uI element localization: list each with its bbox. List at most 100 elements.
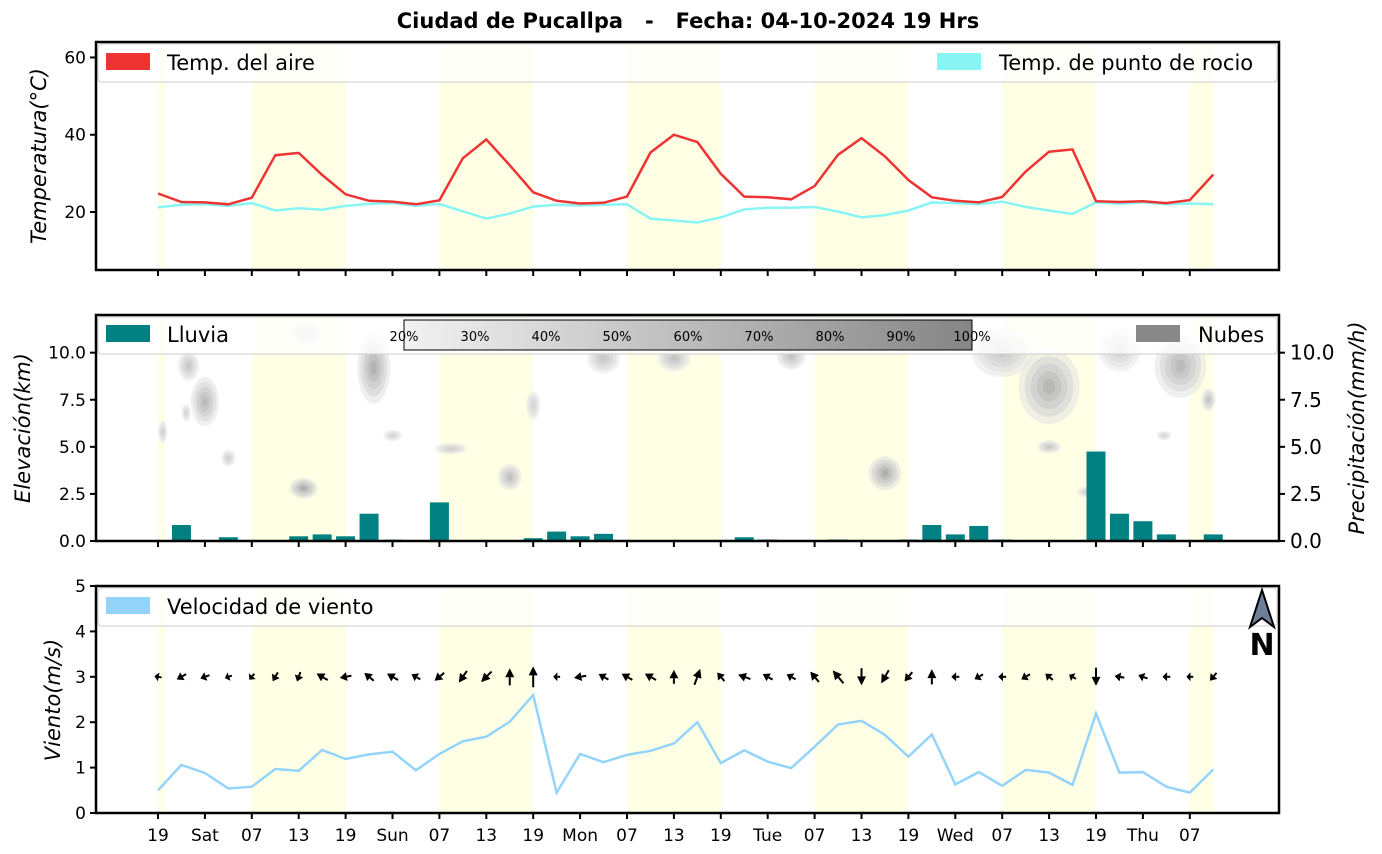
wind-arrow — [1138, 672, 1148, 682]
rain-bar — [1203, 534, 1223, 541]
wind-arrow — [951, 672, 960, 682]
wind-arrow — [904, 671, 914, 682]
wind-arrow-head — [294, 674, 304, 682]
y-tick-label: 2 — [75, 713, 86, 733]
temperature-panel: 20 40 60 Temperatura(°C) Temp. del aire Te… — [27, 40, 1281, 276]
cloud-contour — [185, 411, 188, 415]
wind-legend: Velocidad de viento — [97, 587, 1278, 627]
precipitation-x-ticks — [157, 541, 1191, 547]
cloud-colorbar: 20% 30% 40% 50% 60% 70% 80% 90% 100% — [390, 319, 991, 351]
wind-arrow — [974, 672, 984, 681]
wind-arrow — [505, 668, 515, 686]
y-tick-label: 7.5 — [59, 391, 86, 411]
wind-arrow-head — [881, 673, 890, 684]
wind-arrow-head — [738, 673, 748, 682]
y-tick-label: 5.0 — [59, 438, 86, 458]
daylight-band — [1189, 586, 1214, 813]
wind-arrow-head — [339, 672, 348, 682]
wind-arrow-shaft — [1026, 673, 1031, 678]
x-tick-label: 07 — [616, 826, 638, 846]
colorbar-label: 100% — [953, 330, 990, 345]
wind-arrow-head — [553, 672, 558, 682]
x-tick-label: 07 — [241, 826, 263, 846]
wind-arrow-head — [458, 673, 468, 683]
cloud-contour — [161, 429, 164, 435]
rain-bar — [570, 536, 590, 541]
wind-arrow-shaft — [884, 669, 890, 677]
x-tick-label: Sun — [376, 826, 408, 846]
wind-arrow-shaft — [720, 677, 726, 682]
y-tick-label: 5 — [75, 577, 86, 597]
y-tick-label: 2.5 — [59, 485, 86, 505]
wind-arrow-shaft — [791, 676, 797, 681]
elevation-y-label: Elevación(km) — [11, 353, 35, 503]
cloud-contour — [1043, 379, 1056, 395]
wind-arrow-head — [669, 669, 679, 679]
rain-bar — [1156, 534, 1176, 541]
wind-arrow-shaft — [1213, 672, 1218, 677]
y-tick-label: 40 — [64, 126, 86, 146]
y-tick-label: 4 — [75, 622, 86, 642]
wind-arrow — [598, 673, 609, 682]
y-tick-label: 10.0 — [48, 344, 86, 364]
x-tick-label: 19 — [147, 826, 169, 846]
wind-arrow — [810, 671, 820, 683]
colorbar-label: 70% — [745, 330, 774, 345]
rain-bar — [922, 524, 942, 541]
colorbar-label: 30% — [461, 330, 490, 345]
daylight-band — [1189, 42, 1214, 270]
wind-arrow — [717, 672, 726, 682]
wind-arrow — [458, 670, 468, 683]
wind-arrow — [224, 672, 233, 681]
precipitation-y-label: Precipitación(mm/h) — [1345, 321, 1369, 534]
wind-arrow-head — [1091, 676, 1101, 686]
wind-arrow-head — [1162, 672, 1168, 682]
wind-arrow — [692, 668, 702, 686]
x-tick-label: Mon — [562, 826, 598, 846]
wind-arrow — [927, 669, 937, 685]
wind-arrow-head — [1209, 673, 1218, 681]
wind-arrow — [386, 673, 399, 682]
wind-arrow-shaft — [814, 677, 820, 683]
temperature-y-ticks: 20 40 60 — [64, 48, 96, 223]
legend-label-rain: Lluvia — [167, 323, 229, 347]
wind-arrow-head — [1186, 672, 1191, 682]
rain-bar — [429, 502, 449, 541]
wind-arrow-shaft — [486, 670, 493, 677]
wind-arrow — [786, 673, 797, 682]
wind-arrow-head — [271, 673, 280, 682]
rain-bar — [1109, 513, 1129, 541]
wind-arrow-head — [786, 673, 795, 682]
wind-arrow-shaft — [228, 674, 233, 678]
wind-arrow — [316, 673, 329, 682]
temperature-lines — [157, 133, 1215, 224]
cloud-contour — [1175, 359, 1186, 373]
wind-arrow — [271, 671, 280, 682]
wind-arrow-head — [386, 673, 396, 682]
elevation-y-ticks: 0.0 2.5 5.0 7.5 10.0 — [48, 344, 96, 552]
precipitation-y-ticks: 0.0 2.5 5.0 7.5 10.0 — [1279, 341, 1335, 553]
rain-bar — [171, 524, 191, 541]
wind-arrow-head — [832, 670, 842, 681]
cloud-contour — [370, 360, 378, 375]
wind-arrow — [573, 672, 587, 682]
wind-arrow-shaft — [745, 676, 751, 680]
cloud-contour — [390, 434, 395, 437]
wind-arrow — [762, 673, 774, 682]
x-tick-label: 19 — [335, 826, 357, 846]
wind-arrow — [857, 668, 866, 686]
cloud-contour — [202, 396, 208, 407]
wind-arrow — [364, 672, 375, 682]
wind-arrow — [1209, 672, 1218, 681]
legend-box — [97, 43, 1278, 83]
legend-box — [97, 587, 1278, 627]
north-arrow: N — [1248, 586, 1276, 663]
colorbar-label: 50% — [603, 330, 632, 345]
wind-arrow — [1114, 672, 1125, 682]
wind-x-ticks: 19 Sat 07 13 19 Sun 07 13 19 Mon 07 13 19 Tue 07 13 19 We… — [147, 813, 1201, 846]
colorbar-labels: 20% 30% 40% 50% 60% 70% 80% 90% 100% — [390, 330, 991, 345]
wind-arrow — [294, 671, 304, 682]
legend-swatch-dew-point — [937, 53, 981, 70]
wind-arrow-shaft — [979, 673, 984, 678]
